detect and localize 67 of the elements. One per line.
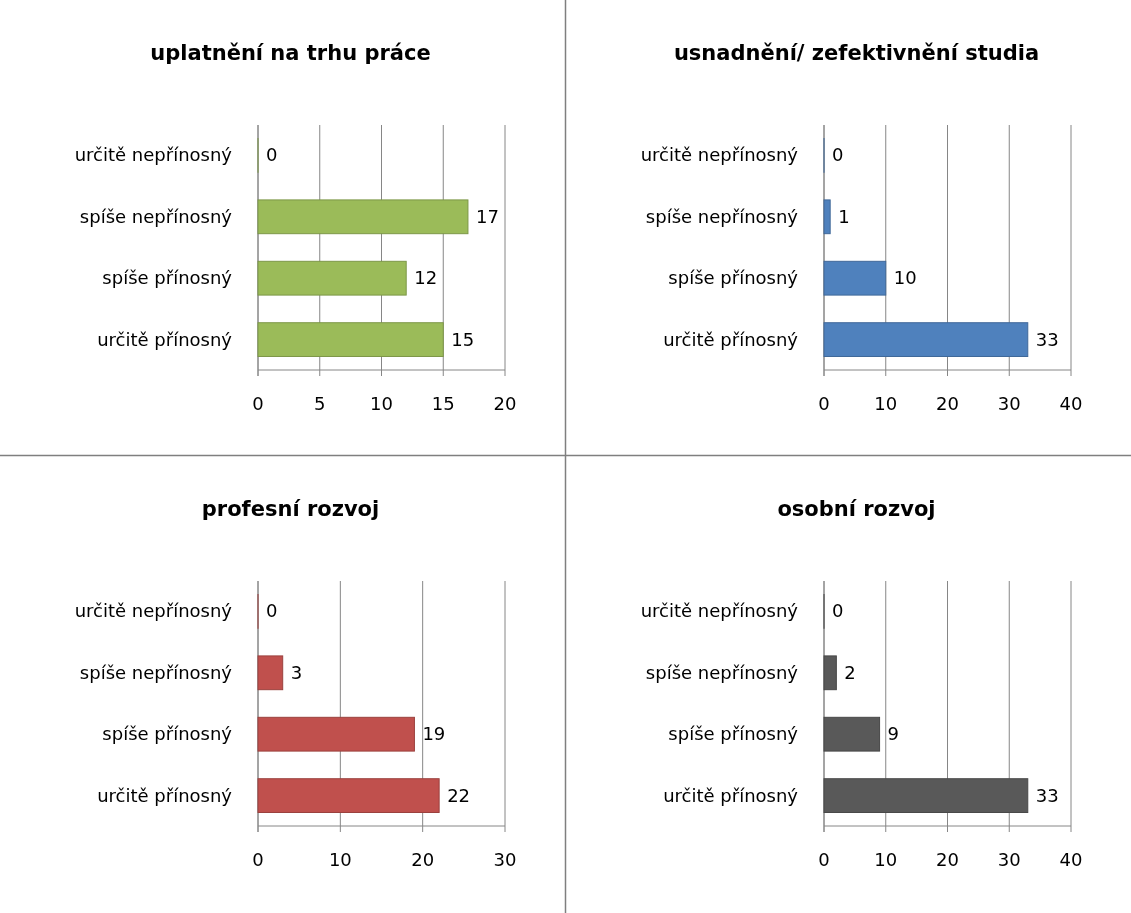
bar [257, 716, 415, 752]
y-tick-label: spíše nepřínosný [79, 661, 233, 683]
data-label: 2 [844, 661, 856, 683]
x-tick-label: 30 [997, 849, 1021, 870]
x-tick-label: 10 [874, 849, 898, 870]
y-tick-label: spíše nepřínosný [79, 205, 233, 227]
x-tick-label: 0 [818, 393, 830, 414]
y-tick-label: určitě přínosný [663, 784, 799, 806]
bar [823, 322, 1029, 357]
data-label: 10 [893, 267, 917, 289]
data-label: 12 [414, 267, 438, 289]
data-label: 19 [422, 723, 446, 745]
bar [823, 260, 887, 296]
x-tick-label: 20 [936, 393, 959, 414]
chart-title: usnadnění/ zefektivnění studia [673, 41, 1040, 65]
x-tick-label: 0 [252, 393, 264, 414]
y-tick-label: určitě nepřínosný [640, 600, 799, 622]
data-label: 0 [832, 600, 844, 622]
chart-title: uplatnění na trhu práce [150, 41, 431, 65]
chart-title: profesní rozvoj [201, 497, 380, 521]
data-label: 9 [887, 723, 900, 745]
data-label: 0 [832, 144, 844, 166]
x-tick-label: 10 [874, 393, 898, 414]
y-tick-label: určitě přínosný [97, 784, 233, 806]
y-tick-label: určitě nepřínosný [74, 600, 233, 622]
data-label: 15 [451, 328, 475, 350]
x-tick-label: 5 [314, 393, 326, 414]
x-tick-label: 0 [252, 849, 264, 870]
data-label: 3 [290, 661, 303, 683]
x-tick-label: 15 [431, 393, 455, 414]
y-tick-label: spíše přínosný [668, 267, 799, 289]
y-tick-label: spíše přínosný [668, 723, 799, 745]
x-tick-label: 0 [818, 849, 830, 870]
data-label: 22 [447, 784, 471, 806]
bar [257, 655, 284, 691]
x-tick-label: 30 [997, 393, 1021, 414]
y-tick-label: spíše nepřínosný [645, 205, 799, 227]
y-tick-label: určitě nepřínosný [640, 144, 799, 166]
x-tick-label: 20 [493, 393, 517, 414]
bar [823, 199, 831, 235]
y-tick-label: spíše nepřínosný [645, 661, 799, 683]
y-tick-label: určitě přínosný [97, 328, 233, 350]
x-tick-label: 40 [1059, 393, 1083, 414]
chart-title: osobní rozvoj [777, 497, 936, 521]
x-tick-label: 20 [411, 849, 435, 870]
bar [823, 655, 837, 691]
x-tick-label: 20 [936, 849, 959, 870]
y-tick-label: určitě přínosný [663, 328, 799, 350]
bar [257, 199, 469, 235]
bar [257, 322, 444, 357]
data-label: 0 [266, 144, 278, 166]
bar [823, 778, 1029, 813]
bar [257, 260, 407, 296]
data-label: 17 [475, 205, 499, 227]
y-tick-label: spíše přínosný [102, 267, 233, 289]
y-tick-label: určitě nepřínosný [74, 144, 233, 166]
data-label: 33 [1035, 784, 1059, 806]
data-label: 0 [266, 600, 278, 622]
x-tick-label: 40 [1059, 849, 1083, 870]
data-label: 1 [838, 205, 850, 227]
bar [823, 716, 881, 752]
x-tick-label: 10 [328, 849, 352, 870]
y-tick-label: spíše přínosný [102, 723, 233, 745]
data-label: 33 [1035, 328, 1059, 350]
x-tick-label: 30 [493, 849, 517, 870]
x-tick-label: 10 [370, 393, 393, 414]
bar [257, 778, 440, 813]
